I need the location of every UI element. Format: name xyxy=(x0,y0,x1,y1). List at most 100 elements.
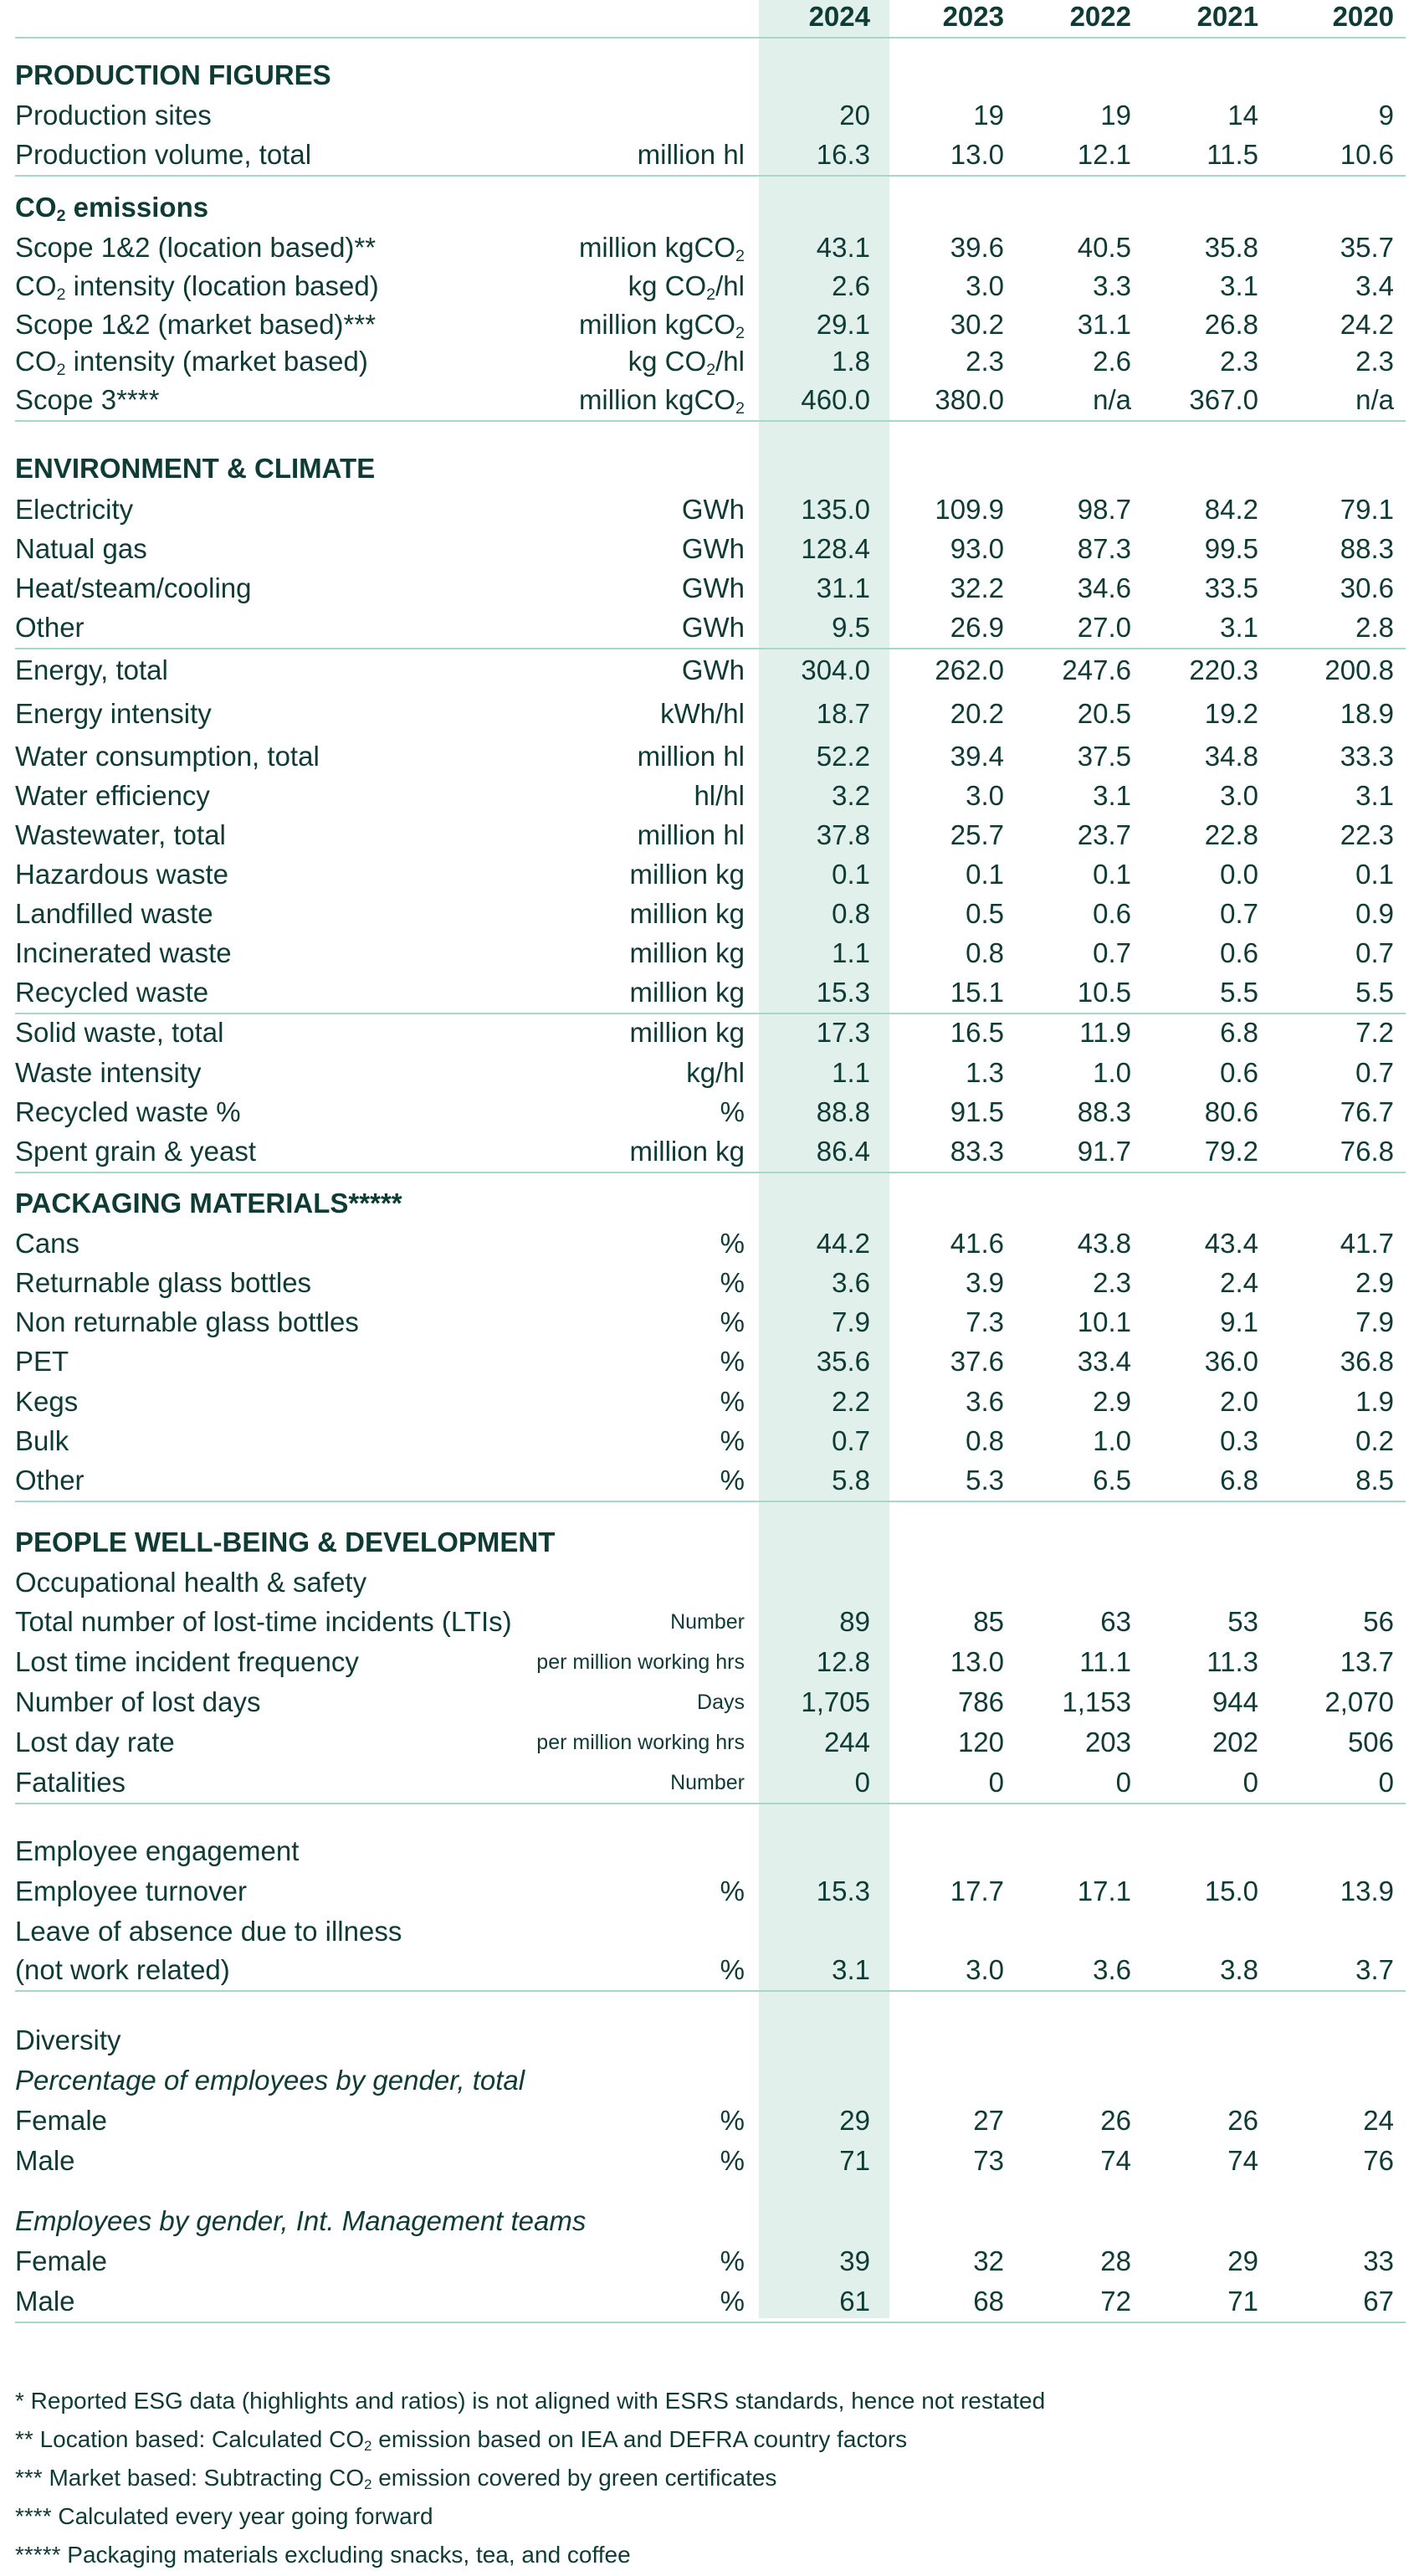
row-label: Returnable glass bottles xyxy=(15,1267,312,1298)
table-row: Other% 5.8 5.3 6.5 6.8 8.5 xyxy=(0,1464,1414,1497)
value-cell-2024: 3.2 xyxy=(832,780,870,811)
value-cell-2024: 7.9 xyxy=(832,1306,870,1337)
value-cell-2023: 0.1 xyxy=(966,859,1004,890)
table-row: Recycled waste %% 88.8 91.5 88.3 80.6 76.7 xyxy=(0,1096,1414,1129)
row-label: Production volume, total xyxy=(15,139,312,170)
table-row: Spent grain & yeast million kg 86.4 83.3 91.… xyxy=(0,1135,1414,1168)
value-cell-2023: 16.5 xyxy=(950,1017,1004,1048)
table-row: Water efficiency hl/hl 3.2 3.0 3.1 3.0 3.1 xyxy=(0,779,1414,813)
row-unit: % xyxy=(720,1386,745,1417)
year-header: 2022 xyxy=(1069,1,1131,32)
value-cell-2021: 84.2 xyxy=(1204,494,1258,525)
row-rule xyxy=(15,648,1406,649)
row-label: Spent grain & yeast xyxy=(15,1136,257,1167)
value-cell-2021: 220.3 xyxy=(1189,654,1258,685)
value-cell-2021: 3.1 xyxy=(1220,270,1258,301)
row-label: Scope 1&2 (market based)*** xyxy=(15,309,377,340)
value-cell-2022: 72 xyxy=(1100,2286,1131,2317)
value-cell-2021: 79.2 xyxy=(1204,1136,1258,1167)
section-heading: Employees by gender, Int. Management tea… xyxy=(15,2205,587,2236)
value-cell-2021: 99.5 xyxy=(1204,533,1258,564)
value-cell-2020: 79.1 xyxy=(1340,494,1394,525)
value-cell-2020: 2.9 xyxy=(1355,1267,1394,1298)
row-label: Hazardous waste xyxy=(15,859,228,890)
value-cell-2022: 0 xyxy=(1115,1767,1131,1798)
section-heading-row: Percentage of employees by gender, total xyxy=(0,2064,1414,2097)
value-cell-2024: 0.7 xyxy=(832,1425,870,1456)
table-row: Incinerated waste million kg 1.1 0.8 0.7 0.6 0… xyxy=(0,936,1414,970)
table-row: Fatalities Number 0 0 0 0 0 xyxy=(0,1766,1414,1799)
value-cell-2020: 0.9 xyxy=(1355,898,1394,929)
value-cell-2022: 2.9 xyxy=(1093,1386,1131,1417)
table-row: CO2 intensity (market based) kg CO2/hl 1.8… xyxy=(0,345,1414,378)
value-cell-2023: 0 xyxy=(988,1767,1004,1798)
value-cell-2024: 3.6 xyxy=(832,1267,870,1298)
value-cell-2021: 11.3 xyxy=(1207,1646,1258,1677)
value-cell-2020: 1.9 xyxy=(1355,1386,1394,1417)
value-cell-2020: 67 xyxy=(1363,2286,1394,2317)
row-label: Non returnable glass bottles xyxy=(15,1306,359,1337)
year-header-row: 2024 2023 2022 2021 2020 xyxy=(0,0,1414,33)
section-heading-row: Occupational health & safety xyxy=(0,1566,1414,1599)
value-cell-2020: 3.1 xyxy=(1355,780,1394,811)
section-heading-row: ENVIRONMENT & CLIMATE xyxy=(0,452,1414,485)
section-heading-row: Diversity xyxy=(0,2024,1414,2057)
row-unit: million kg xyxy=(629,937,745,968)
value-cell-2023: 120 xyxy=(957,1727,1004,1758)
row-unit: % xyxy=(720,1346,745,1377)
value-cell-2020: 200.8 xyxy=(1324,654,1394,685)
year-header: 2023 xyxy=(942,1,1004,32)
row-unit: kg CO2/hl xyxy=(628,346,745,379)
section-heading: CO2 emissions xyxy=(15,192,209,225)
year-2024-highlight-column xyxy=(759,0,889,2318)
table-row: Solid waste, total million kg 17.3 16.5 11.9… xyxy=(0,1016,1414,1049)
value-cell-2020: 0.2 xyxy=(1355,1425,1394,1456)
value-cell-2022: 11.1 xyxy=(1079,1646,1131,1677)
value-cell-2022: 11.9 xyxy=(1079,1017,1131,1048)
row-unit: Days xyxy=(697,1691,745,1714)
value-cell-2021: 6.8 xyxy=(1220,1017,1258,1048)
value-cell-2023: 41.6 xyxy=(950,1228,1004,1259)
footnote: **** Calculated every year going forward xyxy=(15,2503,433,2529)
row-unit: million kg xyxy=(629,1136,745,1167)
row-label: Recycled waste xyxy=(15,977,209,1008)
value-cell-2022: 247.6 xyxy=(1062,654,1131,685)
value-cell-2020: 2.8 xyxy=(1355,612,1394,643)
value-cell-2022: 17.1 xyxy=(1077,1876,1131,1906)
row-label: Other xyxy=(15,1465,85,1496)
row-label: Bulk xyxy=(15,1425,69,1456)
value-cell-2021: 6.8 xyxy=(1220,1465,1258,1496)
row-rule xyxy=(15,1172,1406,1173)
value-cell-2020: 2.3 xyxy=(1355,346,1394,377)
row-unit: million hl xyxy=(637,819,745,850)
value-cell-2020: 506 xyxy=(1347,1727,1394,1758)
table-row: Water consumption, total million hl 52.2 39… xyxy=(0,740,1414,773)
section-heading-row: CO2 emissions xyxy=(0,191,1414,224)
value-cell-2023: 93.0 xyxy=(950,533,1004,564)
value-cell-2024: 35.6 xyxy=(816,1346,870,1377)
value-cell-2023: 85 xyxy=(973,1606,1004,1637)
value-cell-2023: 15.1 xyxy=(950,977,1004,1008)
value-cell-2024: 86.4 xyxy=(816,1136,870,1167)
table-row: Energy intensity kWh/hl 18.7 20.2 20.5 19.2 18… xyxy=(0,697,1414,731)
table-row: CO2 intensity (location based) kg CO2/hl 2… xyxy=(0,269,1414,303)
row-label: Energy, total xyxy=(15,654,168,685)
row-rule xyxy=(15,1501,1406,1502)
value-cell-2022: 26 xyxy=(1100,2105,1131,2136)
value-cell-2020: 5.5 xyxy=(1355,977,1394,1008)
value-cell-2021: 34.8 xyxy=(1204,741,1258,772)
value-cell-2023: 32 xyxy=(973,2245,1004,2276)
table-row: (not work related)% 3.1 3.0 3.6 3.8 3.7 xyxy=(0,1953,1414,1987)
value-cell-2021: 29 xyxy=(1227,2245,1258,2276)
row-unit: kg CO2/hl xyxy=(628,270,745,304)
value-cell-2022: n/a xyxy=(1093,384,1131,415)
value-cell-2023: 0.8 xyxy=(966,937,1004,968)
value-cell-2020: 13.9 xyxy=(1340,1876,1394,1906)
value-cell-2020: 9 xyxy=(1378,100,1394,131)
value-cell-2023: 73 xyxy=(973,2145,1004,2176)
row-rule xyxy=(15,175,1406,177)
value-cell-2023: 27 xyxy=(973,2105,1004,2136)
row-unit: % xyxy=(720,2286,745,2317)
row-unit: % xyxy=(720,1306,745,1337)
table-row: Heat/steam/cooling GWh 31.1 32.2 34.6 33.5 30.… xyxy=(0,572,1414,605)
